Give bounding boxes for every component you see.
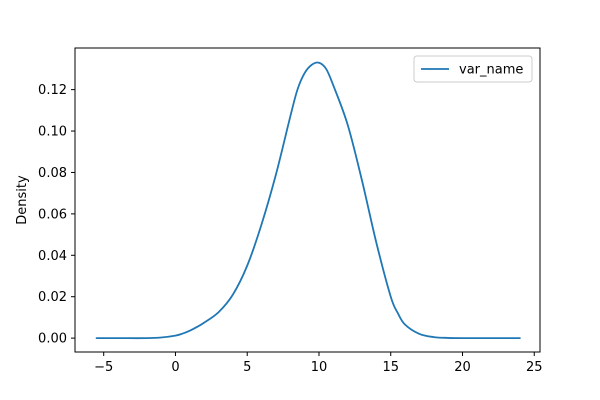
x-tick-label: 15 <box>382 360 399 375</box>
y-axis-label: Density <box>15 175 30 225</box>
legend: var_name <box>413 55 533 83</box>
x-tick-label: 0 <box>171 360 179 375</box>
axes-frame <box>74 47 541 353</box>
y-tick-label: 0.06 <box>38 207 67 222</box>
legend-box <box>413 55 533 83</box>
y-tick-label: 0.02 <box>38 290 67 305</box>
y-tick-label: 0.10 <box>38 125 67 140</box>
x-tick-label: 25 <box>526 360 543 375</box>
y-tick-label: 0.08 <box>38 166 67 181</box>
x-tick-label: 10 <box>311 360 328 375</box>
x-tick-label: 5 <box>243 360 251 375</box>
y-tick-label: 0.12 <box>38 83 67 98</box>
legend-label: var_name <box>459 63 523 78</box>
y-tick-label: 0.00 <box>38 332 67 347</box>
x-tick-label: −5 <box>94 360 113 375</box>
plot-area <box>75 48 540 352</box>
x-tick-label: 20 <box>454 360 471 375</box>
y-tick-label: 0.04 <box>38 249 67 264</box>
series-line-var_name <box>95 61 521 340</box>
